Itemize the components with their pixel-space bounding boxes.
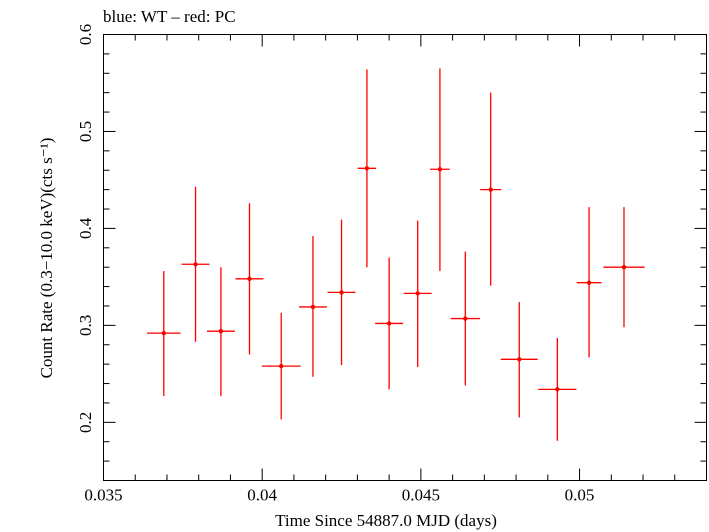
data-point [430,68,450,272]
x-tick-label: 0.045 [402,486,440,505]
data-point [538,337,577,441]
data-marker [279,363,284,369]
data-marker [621,264,627,270]
data-point [298,236,327,377]
x-axis-label: Time Since 54887.0 MJD (days) [275,511,497,530]
x-axis: 0.035 0.04 0.045 0.05 [84,34,707,505]
data-point [603,207,645,328]
data-point [206,267,235,397]
y-tick-label: 0.5 [76,121,95,142]
y-axis: 0.2 0.3 0.4 0.5 0.6 [76,24,707,481]
data-point [403,220,432,368]
data-point [235,203,264,355]
data-marker [463,316,468,321]
y-tick-label: 0.4 [76,217,95,239]
data-marker [364,166,370,171]
x-tick-label: 0.05 [565,486,595,505]
y-axis-label: Count Rate (0.3−10.0 keV)(cts s⁻¹) [37,138,56,379]
data-marker [437,167,443,172]
data-point [450,251,480,386]
data-point [375,257,404,390]
data-point [500,302,538,418]
data-point [146,271,181,397]
data-marker [488,187,493,192]
data-marker [517,357,522,362]
data-point [576,207,602,358]
data-marker [415,291,420,296]
data-point [480,92,502,286]
data-marker [310,304,316,310]
data-point [327,219,356,366]
y-tick-label: 0.2 [76,412,95,433]
data-marker [339,290,344,295]
x-tick-label: 0.04 [247,486,277,505]
x-tick-label: 0.035 [84,486,122,505]
data-marker [386,321,392,326]
y-tick-label: 0.6 [76,24,95,45]
data-marker [247,276,252,282]
data-marker [193,262,198,267]
data-point [357,69,377,268]
data-marker [161,330,166,336]
data-marker [555,387,560,392]
y-tick-label: 0.3 [76,315,95,336]
chart-title: blue: WT – red: PC [103,7,236,26]
plot-frame [103,34,707,481]
data-points [146,68,645,441]
data-point [181,186,210,342]
data-point [261,312,301,420]
data-marker [586,280,592,285]
data-marker [218,328,224,334]
